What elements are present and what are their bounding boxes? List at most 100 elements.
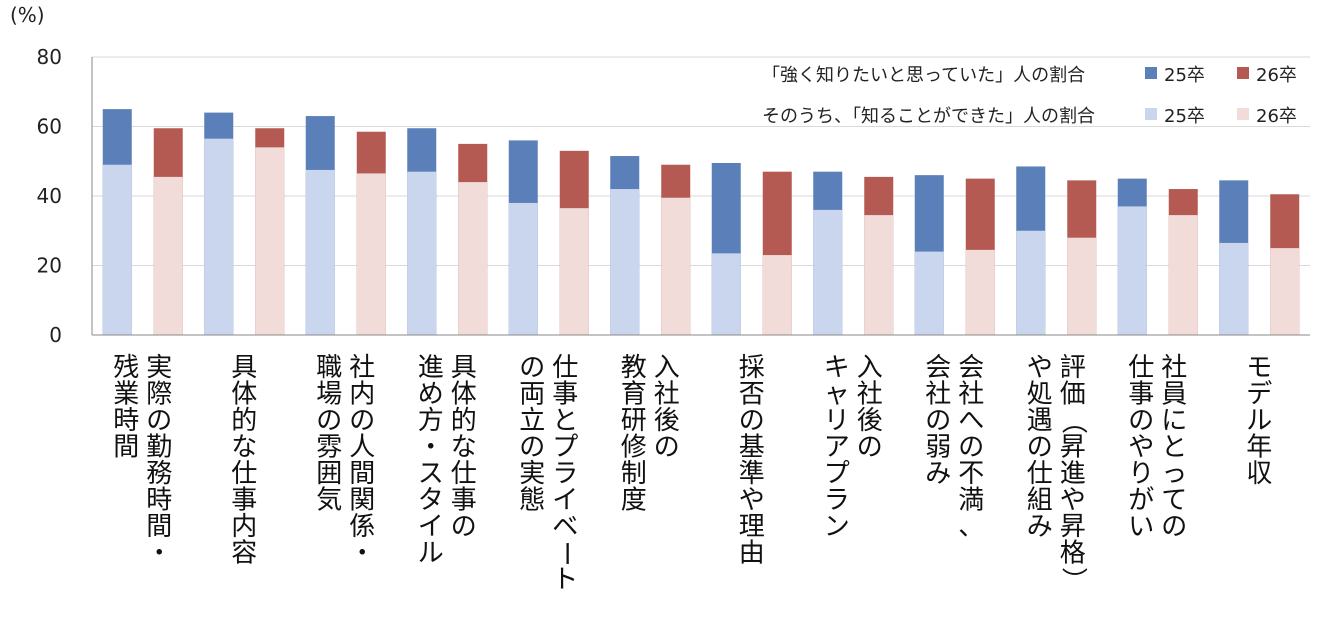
category-label-char: 囲: [316, 459, 342, 489]
category-label-char: 年: [1246, 433, 1272, 463]
bar-known-25-4: [508, 202, 538, 335]
category-label-char: 体: [231, 380, 257, 410]
category-label-char: 昇: [1060, 433, 1086, 463]
category-label-char: の: [146, 406, 172, 436]
category-label-char: キ: [824, 353, 850, 383]
bar-known-26-6: [762, 255, 792, 335]
category-label-char: 育: [621, 380, 647, 410]
legend-swatch-total-25: [1145, 67, 1157, 79]
category-label-char: 否: [739, 380, 765, 410]
category-label-char: 容: [231, 539, 257, 569]
category-label-char: 遇: [1027, 406, 1053, 436]
category-label-char: ー: [550, 540, 580, 566]
category-label-char: の: [654, 433, 680, 463]
bar-known-25-11: [1219, 242, 1249, 335]
legend-label-known-26: 26卒: [1256, 106, 1297, 127]
legend-label-total-26: 26卒: [1256, 65, 1297, 86]
category-label-char: 両: [519, 380, 545, 410]
category-label-char: 会: [958, 353, 984, 383]
category-label-char: 人: [349, 433, 375, 463]
category-label-char: ・: [146, 539, 172, 569]
category-label-char: ・: [349, 539, 375, 569]
legend-label-known-25: 25卒: [1164, 106, 1205, 127]
grid-lines: [92, 56, 1310, 266]
category-label-char: ア: [824, 433, 850, 463]
category-label-char: ス: [418, 459, 444, 489]
bar-known-26-8: [965, 249, 995, 335]
category-label-char: 具: [231, 353, 257, 383]
category-label-char: 間: [113, 433, 139, 463]
category-label-char: 職: [316, 353, 342, 383]
category-label-char: 理: [739, 512, 765, 542]
bar-known-25-5: [610, 189, 640, 335]
category-label-char: 後: [654, 406, 680, 436]
category-label-char: 教: [621, 353, 647, 383]
category-label-char: 態: [519, 486, 545, 516]
y-tick-label-80: 80: [37, 45, 62, 69]
category-label-char: の: [519, 353, 545, 383]
category-label-char: ラ: [552, 459, 578, 489]
category-label-char: 仕: [451, 459, 477, 489]
bar-known-25-7: [813, 209, 843, 335]
category-label-char: 価: [1060, 380, 1086, 410]
category-label-char: 格: [1060, 539, 1086, 569]
y-tick-label-60: 60: [37, 115, 62, 139]
category-label-char: な: [451, 433, 477, 463]
legend-swatch-total-26: [1237, 67, 1249, 79]
category-label-char: 、: [958, 512, 984, 542]
category-label-char: 社: [925, 380, 951, 410]
bar-known-25-3: [407, 171, 437, 335]
category-label-char: 場: [316, 380, 342, 410]
category-label-char: ャ: [824, 380, 850, 410]
category-label-char: 間: [146, 512, 172, 542]
category-label-char: へ: [958, 406, 984, 436]
category-label-char: 昇: [1060, 512, 1086, 542]
y-tick-label-40: 40: [37, 184, 62, 208]
category-label-char: の: [739, 406, 765, 436]
category-label-char: の: [857, 433, 883, 463]
category-label-char: の: [1128, 406, 1154, 436]
category-label-char: の: [1027, 433, 1053, 463]
category-label-char: 入: [654, 353, 680, 383]
legend-caption-known: そのうち、「知ることができた」人の割合: [762, 106, 1095, 127]
category-label-char: や: [1128, 433, 1154, 463]
category-label-char: っ: [1161, 459, 1187, 489]
category-label-char: 仕: [1128, 353, 1154, 383]
category-label-char: の: [316, 406, 342, 436]
category-label-char: や: [739, 486, 765, 516]
bar-known-26-1: [255, 147, 285, 335]
category-label-char: イ: [418, 512, 444, 542]
category-label-char: 進: [418, 353, 444, 383]
category-label-char: 係: [349, 512, 375, 542]
category-label-char: の: [451, 512, 477, 542]
category-label-char: の: [349, 406, 375, 436]
bar-known-25-2: [305, 169, 335, 335]
category-label-char: 不: [958, 459, 984, 489]
category-label-char: 制: [621, 459, 647, 489]
category-label-char: に: [1161, 406, 1187, 436]
category-label-char: 組: [1027, 486, 1053, 516]
category-label-char: 方: [418, 406, 444, 436]
category-label-char: 体: [451, 380, 477, 410]
category-label-char: 実: [146, 353, 172, 383]
category-label-char: 研: [621, 406, 647, 436]
